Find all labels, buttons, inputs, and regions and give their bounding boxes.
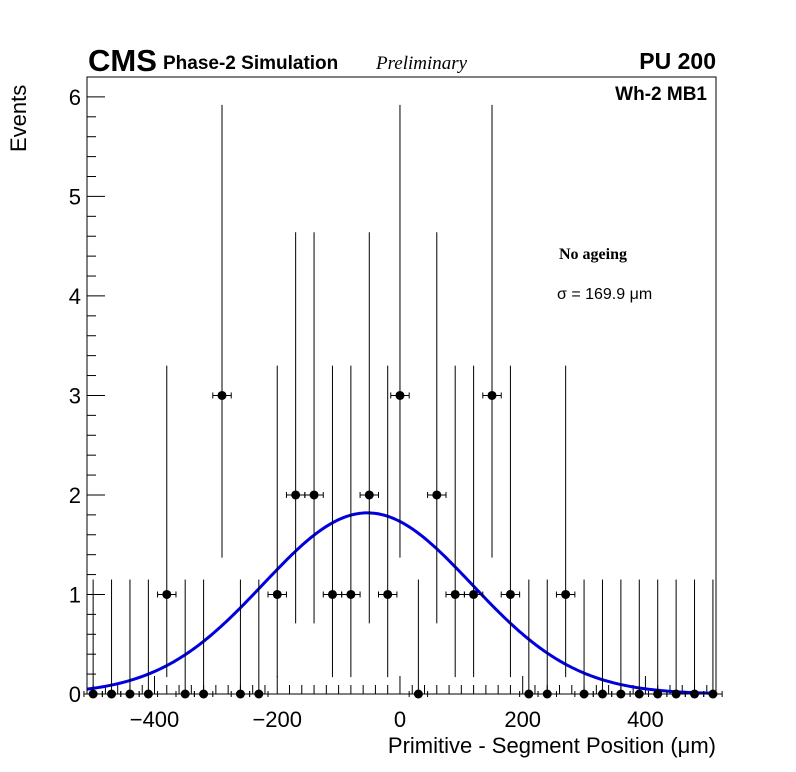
plot-frame	[86, 76, 717, 695]
axis-ticks	[87, 76, 708, 695]
data-point	[346, 589, 356, 599]
data-point-group	[341, 365, 361, 678]
x-tick-label: 200	[504, 707, 541, 732]
y-tick-label: 2	[69, 483, 81, 508]
data-point-group	[647, 579, 668, 699]
data-point-group	[703, 579, 723, 699]
data-point	[162, 589, 172, 599]
data-point-group	[390, 104, 410, 558]
ageing-label: No ageing	[559, 246, 627, 263]
data-point-group	[427, 232, 447, 624]
x-tick-label: −400	[130, 707, 180, 732]
data-point-group	[193, 579, 214, 699]
y-tick-label: 0	[69, 682, 81, 707]
data-point	[272, 589, 282, 599]
phase2-label: Phase-2 Simulation	[163, 53, 338, 74]
preliminary-label: Preliminary	[375, 53, 468, 74]
data-point	[487, 390, 497, 400]
y-tick-label: 5	[69, 184, 81, 209]
data-point-group	[445, 365, 465, 678]
data-point-group	[537, 579, 557, 699]
data-point-group	[157, 365, 177, 678]
data-point	[450, 589, 460, 599]
data-point	[432, 490, 442, 500]
data-point	[469, 589, 479, 599]
data-point	[291, 490, 301, 500]
data-point	[395, 390, 405, 400]
cms-label: CMS	[88, 43, 157, 78]
data-point-group	[463, 365, 484, 678]
y-tick-label: 4	[69, 284, 81, 309]
data-point-group	[359, 232, 379, 624]
data-point	[327, 589, 337, 599]
data-point	[217, 390, 227, 400]
data-point-group	[482, 104, 502, 558]
fit-curve-group	[86, 511, 715, 695]
data-point-group	[377, 365, 398, 678]
data-point-group	[555, 365, 576, 678]
data-point-group	[175, 579, 195, 699]
data-point-group	[500, 365, 521, 678]
x-tick-label: 400	[627, 707, 664, 732]
fit-curve	[86, 511, 715, 695]
data-point-group	[101, 579, 122, 699]
data-point-group	[574, 579, 594, 699]
data-point-group	[666, 579, 686, 699]
pileup-label: PU 200	[639, 48, 716, 74]
data-point	[364, 490, 374, 500]
sigma-label: σ = 169.9 μm	[557, 286, 652, 303]
x-tick-label: −200	[252, 707, 302, 732]
data-point-group	[230, 579, 251, 699]
y-tick-label: 3	[69, 383, 81, 408]
data-point-group	[285, 232, 306, 624]
x-axis-title: Primitive - Segment Position (μm)	[388, 733, 716, 758]
tick-labels: −400 −200 0 200 400 0 1 2 3 4 5 6	[69, 85, 664, 732]
data-point	[505, 589, 515, 599]
chamber-label: Wh-2 MB1	[615, 84, 707, 105]
x-tick-label: 0	[394, 707, 406, 732]
y-tick-label: 1	[69, 582, 81, 607]
data-point-group	[684, 579, 705, 699]
data-point-group	[408, 579, 429, 699]
y-axis-title: Events	[6, 85, 31, 152]
data-point-group	[267, 365, 287, 678]
data-points-group	[83, 104, 723, 699]
data-point-group	[120, 579, 140, 699]
data-point-group	[611, 579, 631, 699]
data-point-group	[304, 232, 324, 624]
data-point-group	[212, 104, 232, 558]
data-point-group	[322, 365, 343, 678]
y-tick-label: 6	[69, 85, 81, 110]
data-point	[561, 589, 571, 599]
data-point	[309, 490, 319, 500]
data-point	[383, 589, 393, 599]
